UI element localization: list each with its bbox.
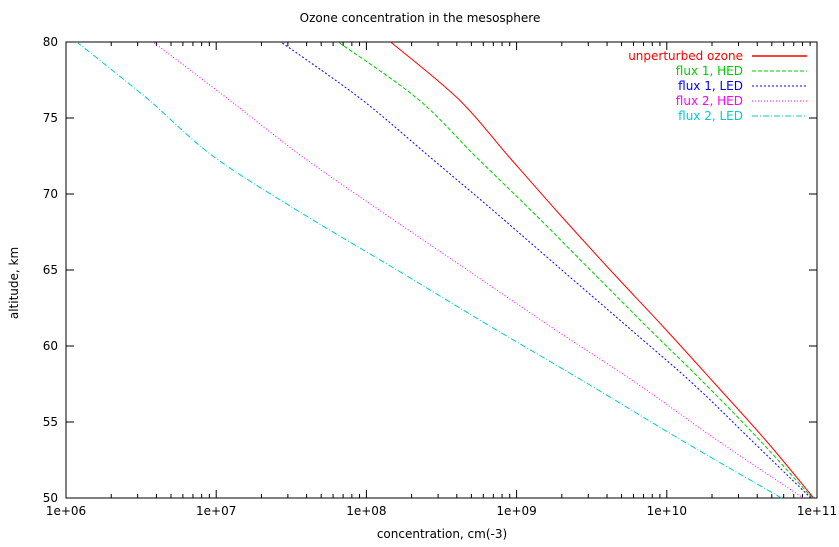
legend-label: unperturbed ozone bbox=[628, 49, 743, 63]
series-line bbox=[390, 41, 815, 499]
x-tick-label: 1e+09 bbox=[496, 504, 536, 518]
legend-label: flux 1, HED bbox=[676, 64, 743, 78]
legend-label: flux 2, LED bbox=[678, 109, 743, 123]
legend-label: flux 1, LED bbox=[678, 79, 743, 93]
y-tick-label: 55 bbox=[43, 415, 58, 429]
legend-label: flux 2, HED bbox=[676, 94, 743, 108]
y-tick-label: 60 bbox=[43, 339, 58, 353]
y-tick-label: 65 bbox=[43, 263, 58, 277]
series-line bbox=[280, 41, 812, 499]
series-line bbox=[152, 41, 804, 499]
y-tick-label: 70 bbox=[43, 187, 58, 201]
series-line bbox=[76, 41, 782, 499]
x-tick-label: 1e+07 bbox=[196, 504, 236, 518]
y-tick-label: 75 bbox=[43, 111, 58, 125]
chart-title: Ozone concentration in the mesosphere bbox=[300, 11, 541, 25]
y-tick-label: 50 bbox=[43, 491, 58, 505]
x-tick-label: 1e+10 bbox=[647, 504, 687, 518]
y-tick-label: 80 bbox=[43, 35, 58, 49]
series-line bbox=[338, 41, 813, 499]
x-tick-label: 1e+11 bbox=[797, 504, 837, 518]
axis-ticks: 1e+06 1e+07 1e+08 1e+09 1e+10 1e+11 50 55 60 65 70… bbox=[43, 35, 837, 518]
x-axis-label: concentration, cm(-3) bbox=[377, 527, 507, 541]
y-axis-label: altitude, km bbox=[7, 247, 21, 319]
x-tick-label: 1e+06 bbox=[46, 504, 86, 518]
x-tick-label: 1e+08 bbox=[346, 504, 386, 518]
series-group bbox=[76, 41, 815, 499]
